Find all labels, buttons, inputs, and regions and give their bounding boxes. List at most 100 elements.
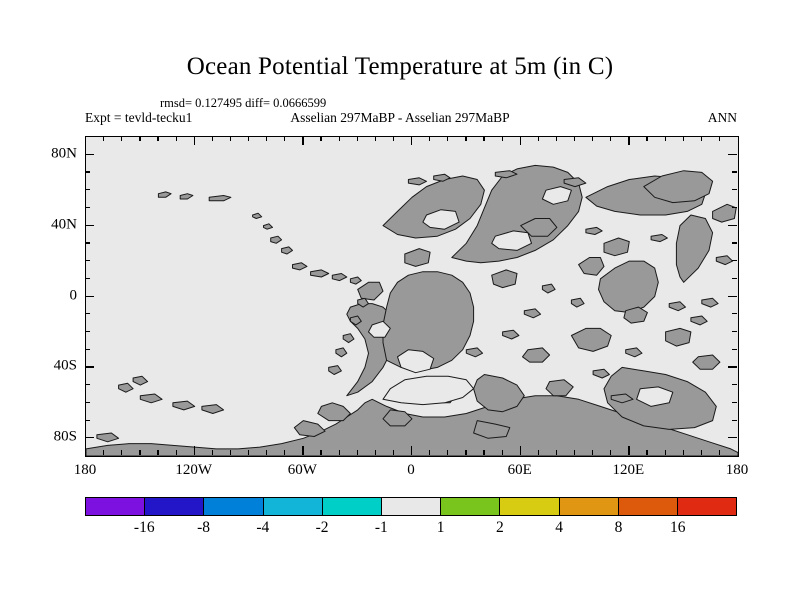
x-tick-bottom (103, 450, 105, 455)
x-tick-bottom (646, 450, 648, 455)
y-tick-left (85, 260, 90, 262)
landmass-polygon (270, 235, 283, 244)
y-tick-right (728, 366, 737, 368)
landmass-polygon (201, 404, 225, 414)
y-tick-left (85, 330, 90, 333)
y-tick-left (85, 366, 94, 368)
y-tick-left (85, 189, 90, 191)
epicontinental-sea-polygon (636, 386, 674, 407)
x-tick-top (356, 136, 358, 141)
landmass-polygon (520, 218, 558, 237)
paleogeography-map (86, 137, 738, 456)
landmass-polygon (473, 374, 525, 413)
landmass-polygon (592, 368, 610, 379)
y-tick-left (85, 313, 90, 315)
experiment-label: Expt = tevld-tecku1 (85, 110, 193, 125)
x-axis-label: 60W (287, 462, 317, 478)
landmass-polygon (491, 269, 518, 289)
colorbar-tick-label: 2 (496, 519, 504, 536)
colorbar-segment (145, 498, 205, 515)
landmass-polygon (603, 237, 630, 257)
landmass-polygon (404, 248, 431, 267)
landmass-polygon (382, 271, 475, 372)
landmass-polygon (407, 177, 427, 186)
x-tick-top (700, 136, 702, 141)
x-tick-top (628, 136, 630, 145)
landmass-polygon (623, 306, 648, 324)
x-tick-bottom (465, 450, 467, 455)
x-tick-bottom (356, 450, 358, 455)
y-tick-right (732, 277, 737, 279)
x-tick-top (320, 136, 322, 141)
landmass-polygon (96, 432, 120, 443)
x-tick-top (483, 136, 485, 141)
landmass-polygon (692, 354, 721, 370)
landmass-polygon (118, 382, 134, 393)
landmass-polygon (541, 283, 556, 294)
y-tick-right (732, 384, 737, 386)
colorbar-tick-label: -4 (256, 519, 270, 536)
x-tick-bottom (302, 446, 304, 455)
colorbar-segment (263, 498, 323, 515)
colorbar-segment (381, 498, 442, 515)
y-tick-right (732, 419, 737, 421)
landmass-polygon (578, 257, 605, 276)
x-tick-top (429, 136, 431, 141)
x-tick-bottom (682, 450, 684, 455)
landmass-polygon (139, 393, 163, 404)
colorbar-segment (618, 498, 678, 515)
x-tick-bottom (592, 450, 594, 455)
landmass-polygon (331, 273, 348, 282)
season-label: ANN (707, 110, 737, 125)
x-tick-top (121, 136, 123, 141)
landmass-polygon (465, 347, 484, 358)
colorbar-segments (85, 497, 737, 516)
landmass-polygon (701, 297, 719, 308)
x-tick-top (501, 136, 503, 141)
landmass-polygon (650, 234, 668, 243)
landmass-polygon (357, 281, 384, 301)
x-tick-bottom (175, 450, 177, 455)
x-tick-bottom (537, 450, 539, 455)
colorbar-segment (322, 498, 382, 515)
x-tick-bottom (193, 446, 195, 455)
x-tick-top (103, 136, 105, 141)
landmass-polygon (382, 409, 413, 427)
landmass-polygon (179, 193, 194, 200)
y-tick-left (85, 419, 90, 421)
colorbar-segment (204, 498, 264, 515)
x-tick-top (555, 136, 558, 141)
y-tick-right (728, 437, 737, 439)
y-axis-label: 80S (53, 428, 77, 445)
x-tick-top (664, 136, 666, 141)
x-tick-bottom (157, 450, 159, 455)
epicontinental-sea-polygon (491, 230, 532, 251)
landmass-polygon (522, 347, 551, 363)
x-tick-top (465, 136, 467, 141)
y-axis-label: 40S (53, 357, 77, 374)
x-axis-label: 0 (407, 462, 415, 478)
x-tick-top (610, 136, 612, 141)
x-tick-bottom (139, 450, 141, 455)
colorbar-segment (86, 498, 146, 515)
landmass-polygon (342, 333, 355, 344)
landmass-polygon (208, 195, 232, 202)
x-tick-bottom (338, 450, 340, 455)
y-tick-left (85, 224, 94, 226)
x-tick-bottom (429, 450, 431, 455)
epicontinental-sea-polygon (541, 186, 572, 205)
landmass-polygon (349, 315, 362, 326)
colorbar-tick-label: -1 (374, 519, 388, 536)
colorbar-tick-label: 8 (614, 519, 623, 536)
landmass-polygon (357, 297, 369, 308)
x-axis-label: 60E (507, 462, 532, 478)
x-tick-top (266, 136, 268, 141)
y-axis-label: 0 (69, 287, 78, 303)
landmass-polygon (473, 420, 511, 439)
x-tick-top (592, 136, 594, 141)
landmass-polygon (563, 177, 587, 188)
landmass-polygon (570, 297, 585, 308)
landmass-polygon (317, 402, 351, 422)
y-tick-right (732, 189, 737, 191)
y-axis-label: 40N (51, 216, 77, 233)
